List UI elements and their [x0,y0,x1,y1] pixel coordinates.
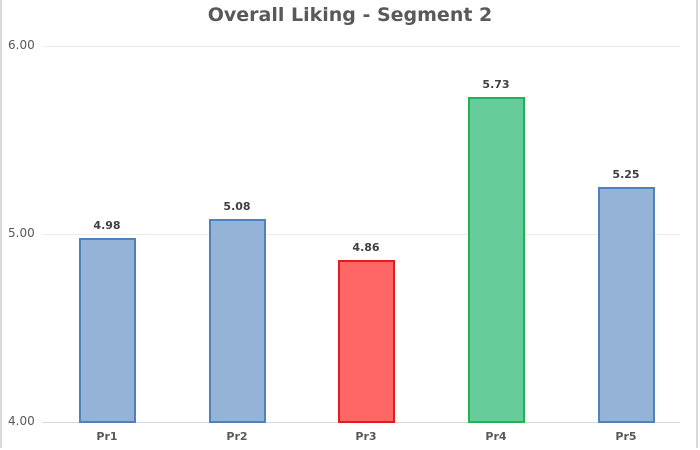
data-label: 5.25 [612,168,640,181]
bar-pr2 [208,219,266,423]
bar-pr3 [337,260,395,423]
y-tick-label: 6.00 [8,38,35,52]
data-label: 5.73 [482,78,510,91]
data-label: 4.98 [93,219,121,232]
data-label: 5.08 [223,200,251,213]
chart-title: Overall Liking - Segment 2 [207,4,493,26]
bar-pr4 [467,97,525,423]
x-category-label: Pr3 [355,430,377,443]
x-category-label: Pr5 [615,430,637,443]
x-category-label: Pr1 [96,430,118,443]
x-category-label: Pr2 [226,430,248,443]
data-label: 4.86 [352,241,380,254]
x-category-label: Pr4 [485,430,507,443]
gridline [42,46,680,47]
gridline [42,234,680,235]
y-tick-label: 5.00 [8,226,35,240]
bar-pr1 [78,238,136,423]
y-tick-label: 4.00 [8,414,35,428]
bar-pr5 [597,187,655,423]
